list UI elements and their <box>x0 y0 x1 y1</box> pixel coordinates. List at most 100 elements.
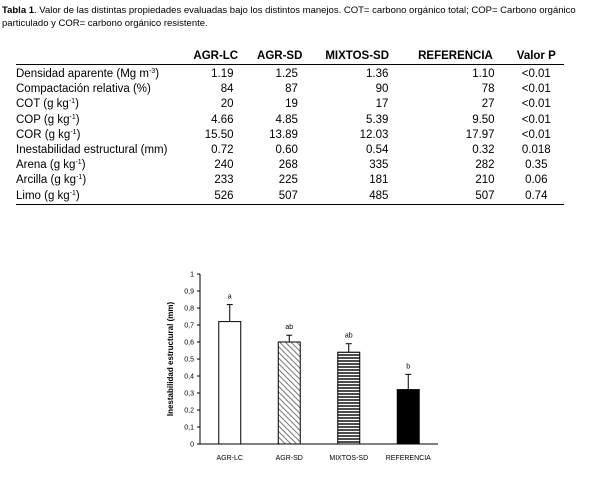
p-value-cell: 0.018 <box>521 144 551 157</box>
row-label: COP (g kg-1) <box>16 113 184 128</box>
row-label: Limo (g kg-1) <box>16 188 184 205</box>
header-valor-p: Valor P <box>508 49 564 65</box>
header-blank <box>16 49 184 65</box>
row-label-exponent: -3 <box>148 68 156 75</box>
significance-letter: ab <box>285 324 293 331</box>
row-label-text: COR (g kg <box>16 128 71 141</box>
x-tick-label: MIXTOS-SD <box>329 455 368 462</box>
row-label-text: Arena (g kg <box>16 159 76 172</box>
row-label-tail: ) <box>75 98 79 111</box>
row-label-text: Arcilla (g kg <box>16 174 77 187</box>
p-value-cell: 0.06 <box>525 174 548 187</box>
y-tick-label: 0,1 <box>184 425 194 432</box>
y-tick-label: 0,7 <box>184 323 194 330</box>
row-label-exponent: -1 <box>75 159 82 167</box>
row-label: COR (g kg-1) <box>16 128 184 143</box>
table-cell: 84 <box>220 83 234 96</box>
table-caption: Tabla 1. Valor de las distintas propieda… <box>2 4 588 30</box>
y-tick-label: 0 <box>190 442 194 449</box>
table-cell: 19 <box>285 98 298 111</box>
table-cell: 0.72 <box>211 144 234 157</box>
table-cell: 181 <box>369 174 389 187</box>
table-header-row: AGR-LC AGR-SD MIXTOS-SD REFERENCIA Valor… <box>16 49 564 65</box>
table-cell: 13.89 <box>269 128 298 141</box>
header-mixtos-sd: MIXTOS-SD <box>311 49 403 65</box>
table-row: Arcilla (g kg-1) 233 225 181 210 0.06 <box>16 173 564 188</box>
row-label: Densidad aparente (Mg m-3) <box>16 65 184 83</box>
table-cell: 4.85 <box>275 113 298 126</box>
bar-agr-lc <box>218 321 242 445</box>
table-row: Arena (g kg-1) 240 268 335 282 0.35 <box>16 158 564 173</box>
y-tick-label: 0,6 <box>184 340 194 347</box>
row-label-exponent: -1 <box>76 174 83 182</box>
x-tick-label: AGR-SD <box>276 455 303 462</box>
row-label-tail: ) <box>81 159 86 172</box>
p-value-cell: 0.74 <box>508 188 564 205</box>
row-label-tail: ) <box>75 189 80 202</box>
table-cell: 526 <box>184 188 248 205</box>
significance-letter: ab <box>345 333 353 340</box>
header-agr-sd: AGR-SD <box>247 49 312 65</box>
row-label-text: COT (g kg <box>16 98 69 111</box>
y-tick-label: 0,8 <box>184 306 194 313</box>
significance-letter: a <box>228 294 232 301</box>
table-body: Densidad aparente (Mg m-3) 1.19 1.25 1.36 1.… <box>16 65 564 205</box>
table-cell: 78 <box>481 83 495 96</box>
p-value-cell: <0.01 <box>521 83 551 96</box>
table-caption-text: . Valor de las distintas propiedades eva… <box>2 5 576 29</box>
table-cell: 485 <box>311 188 403 205</box>
header-referencia: REFERENCIA <box>402 49 509 65</box>
row-label-tail: ) <box>75 113 80 126</box>
table-row: Densidad aparente (Mg m-3) 1.19 1.25 1.36 1.… <box>16 65 564 83</box>
header-agr-lc: AGR-LC <box>184 49 248 65</box>
table-row: Compactación relativa (%) 84 87 90 78 <0.01 <box>16 82 564 97</box>
table-cell: 233 <box>214 174 234 187</box>
properties-table: AGR-LC AGR-SD MIXTOS-SD REFERENCIA Valor… <box>16 49 564 205</box>
table-cell: 335 <box>369 159 389 172</box>
bar-agr-sd <box>277 341 301 445</box>
table-cell: 282 <box>475 159 495 172</box>
table-cell: 27 <box>481 98 495 111</box>
table-row: Limo (g kg-1) 526 507 485 507 0.74 <box>16 188 564 205</box>
table-row: Inestabilidad estructural (mm) 0.72 0.60 0.… <box>16 143 564 158</box>
y-tick-label: 0,4 <box>184 374 194 381</box>
p-value-cell: <0.01 <box>521 128 551 141</box>
table-cell: 0.32 <box>472 144 495 157</box>
row-label-tail: ) <box>155 68 160 80</box>
row-label-text: Compactación relativa (%) <box>16 83 151 96</box>
table-cell: 87 <box>285 83 298 96</box>
row-label: COT (g kg-1) <box>16 97 184 112</box>
table-cell: 5.39 <box>366 113 389 126</box>
significance-letter: b <box>406 363 410 370</box>
row-label-tail: ) <box>76 128 81 141</box>
table-cell: 225 <box>278 174 298 187</box>
row-label-exponent: -1 <box>70 128 77 136</box>
table-cell: 268 <box>278 159 298 172</box>
p-value-cell: <0.01 <box>521 68 551 80</box>
table-cell: 17 <box>375 98 389 111</box>
row-label-text: COP (g kg <box>16 113 70 126</box>
p-value-cell: 0.35 <box>525 159 548 172</box>
row-label: Arena (g kg-1) <box>16 158 184 173</box>
table-cell: 17.97 <box>465 128 495 141</box>
table-cell: 0.60 <box>275 144 298 157</box>
bar-mixtos-sd <box>337 351 361 445</box>
row-label-exponent: -1 <box>69 113 76 121</box>
p-value-cell: <0.01 <box>521 98 551 111</box>
row-label-exponent: -1 <box>69 189 76 197</box>
row-label-text: Densidad aparente (Mg m <box>16 68 149 80</box>
table-cell: 12.03 <box>359 128 389 141</box>
row-label-tail: ) <box>82 174 87 187</box>
y-tick-label: 0,5 <box>184 357 194 364</box>
row-label: Compactación relativa (%) <box>16 82 184 97</box>
table-cell: 240 <box>214 159 234 172</box>
p-value-cell: <0.01 <box>521 113 551 126</box>
row-label: Inestabilidad estructural (mm) <box>16 143 184 158</box>
table-cell: 1.36 <box>366 68 389 80</box>
table-row: COP (g kg-1) 4.66 4.85 5.39 9.50 <0.01 <box>16 113 564 128</box>
y-tick-label: 0,3 <box>184 391 194 398</box>
table-cell: 507 <box>247 188 312 205</box>
table-cell: 507 <box>402 188 509 205</box>
table-cell: 1.10 <box>472 68 495 80</box>
y-tick-label: 0,2 <box>184 408 194 415</box>
